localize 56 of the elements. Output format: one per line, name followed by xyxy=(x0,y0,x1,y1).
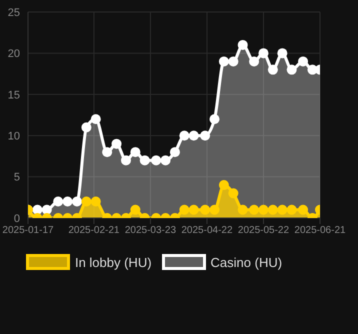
x-tick-label: 2025-01-17 xyxy=(2,225,54,236)
x-tick-label: 2025-04-22 xyxy=(181,225,233,236)
point xyxy=(228,56,238,66)
point xyxy=(238,40,248,50)
point xyxy=(81,196,92,207)
point xyxy=(298,204,308,215)
y-tick-label: 15 xyxy=(8,89,20,102)
point xyxy=(268,64,278,75)
legend-label: Casino (HU) xyxy=(210,254,282,270)
legend-label: In lobby (HU) xyxy=(74,254,152,270)
x-tick-label: 2025-03-23 xyxy=(124,225,176,236)
point xyxy=(210,114,220,124)
point xyxy=(298,56,308,66)
y-tick-label: 10 xyxy=(8,130,20,143)
point xyxy=(200,204,210,215)
point xyxy=(151,155,162,166)
y-tick-label: 5 xyxy=(14,172,20,184)
point xyxy=(160,155,171,166)
point xyxy=(228,188,238,198)
point xyxy=(277,204,288,215)
point xyxy=(188,204,199,215)
point xyxy=(130,147,140,158)
point xyxy=(179,204,190,215)
point xyxy=(120,155,131,166)
point xyxy=(53,196,64,207)
point xyxy=(112,138,122,149)
point xyxy=(218,56,229,66)
point xyxy=(286,64,297,75)
point xyxy=(249,56,260,66)
point xyxy=(140,155,150,166)
point xyxy=(200,130,210,141)
point xyxy=(62,196,73,207)
point xyxy=(81,122,92,132)
point xyxy=(249,204,260,215)
point xyxy=(286,204,297,215)
point xyxy=(218,180,229,190)
point xyxy=(130,204,140,215)
y-tick-label: 20 xyxy=(8,48,20,60)
point xyxy=(210,204,220,215)
point xyxy=(188,130,199,141)
x-tick-label: 2025-02-21 xyxy=(68,225,120,236)
point xyxy=(170,147,180,158)
point xyxy=(72,196,82,207)
x-tick-label: 2025-05-22 xyxy=(238,225,290,236)
point xyxy=(90,114,101,124)
point xyxy=(258,204,268,215)
point xyxy=(90,196,101,207)
y-tick-label: 0 xyxy=(14,212,20,225)
point xyxy=(238,204,248,215)
point xyxy=(277,48,288,58)
y-tick-label: 25 xyxy=(8,6,20,19)
point xyxy=(179,130,190,141)
x-tick-label: 2025-06-21 xyxy=(294,225,346,236)
point xyxy=(102,147,112,158)
point xyxy=(268,204,278,215)
point xyxy=(258,48,268,58)
